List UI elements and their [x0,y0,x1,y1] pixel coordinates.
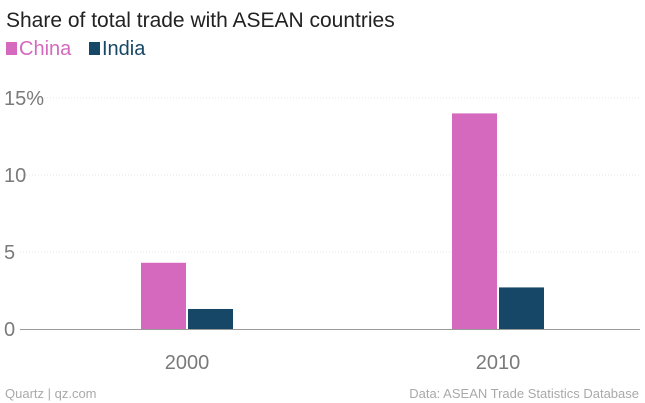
data-source: Data: ASEAN Trade Statistics Database [409,386,639,401]
y-axis-ticks: 0 5 10 15% [4,88,44,341]
legend-swatch-china [6,42,17,55]
y-tick-label: 0 [4,319,15,341]
legend-swatch-india [89,42,100,55]
x-tick-label: 2000 [165,352,210,374]
bar-india-2000 [188,308,233,329]
legend: China India [6,38,146,60]
legend-label-china: China [19,38,72,60]
x-axis-ticks: 2000 2010 [165,352,521,374]
bar-india-2010 [499,287,544,329]
y-tick-label: 15% [4,88,44,110]
bars [141,113,544,330]
legend-label-india: India [102,38,146,60]
bar-china-2000 [141,262,186,329]
x-tick-label: 2010 [476,352,521,374]
source-credit: Quartz | qz.com [5,386,97,401]
y-tick-label: 5 [4,242,15,264]
chart-title: Share of total trade with ASEAN countrie… [6,9,395,32]
grid-lines [20,97,640,253]
y-tick-label: 10 [4,165,26,187]
bar-china-2010 [452,113,497,330]
